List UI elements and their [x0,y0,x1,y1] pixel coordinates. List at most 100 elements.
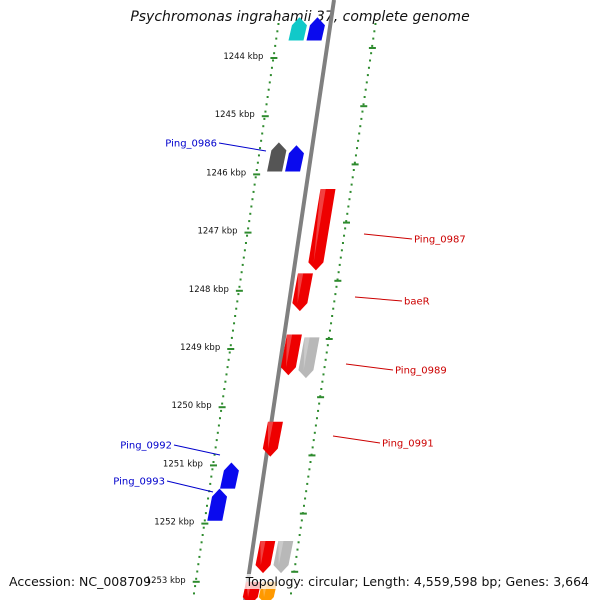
scale-dot [336,278,339,281]
tick-label: 1253 kbp [146,576,186,586]
scale-dot [344,227,347,230]
tick-label: 1246 kbp [206,168,246,178]
scale-dot [369,59,372,62]
gene-g-0993[interactable] [207,488,228,521]
scale-dot [230,336,233,339]
gene-leader-line [345,363,394,371]
gene-arrow-shade [278,541,284,566]
gene-g-dark-0985[interactable] [267,142,287,172]
accession-label: Accession: NC_008709 [9,574,152,589]
scale-dot [338,263,341,266]
scale-dot [318,402,321,405]
scale-dot [337,271,340,274]
gene-g-0988[interactable] [280,334,302,376]
gene-arrow-body [262,421,283,457]
scale-dot [276,30,279,33]
tick-label: 1251 kbp [163,459,203,469]
scale-dot [370,52,373,55]
scale-dot [335,285,338,288]
scale-dot [263,117,266,120]
scale-dot [238,285,241,288]
gene-g-0989[interactable] [298,337,320,379]
scale-dot [314,424,317,427]
scale-dot [307,475,310,478]
gene-label[interactable]: baeR [404,297,430,308]
scale-dot [306,482,309,485]
tick-label: 1250 kbp [172,401,212,411]
gene-label[interactable]: Ping_0986 [165,139,217,150]
backbone-line [243,0,336,600]
scale-dot [315,417,318,420]
gene-arrow-body [220,462,239,489]
scale-dot [265,103,268,106]
gene-arrow-shade [267,421,274,449]
scale-dot [363,96,366,98]
scale-dot [210,475,213,478]
scale-dot [215,439,218,442]
scale-dot [372,37,375,40]
gene-label[interactable]: Ping_0991 [382,439,434,450]
tick-label: 1248 kbp [189,285,229,295]
scale-dot [322,373,325,376]
gene-g-0987[interactable] [308,188,336,271]
scale-dot [313,431,316,434]
scale-dot [224,380,227,383]
scale-dot [367,66,370,69]
scale-dot [347,205,350,208]
scale-dot [325,351,328,354]
scale-dot [257,154,260,157]
scale-dot [317,409,320,412]
scale-dot [321,380,324,383]
scale-dot [270,66,273,69]
gene-label[interactable]: Ping_0992 [120,441,172,452]
scale-dot [371,44,374,47]
scale-dot [353,161,356,164]
gene-g-cyan-top[interactable] [288,17,308,41]
scale-dot [373,30,376,33]
scale-dot [253,183,256,186]
scale-dot [228,351,231,354]
gene-g-baeR[interactable] [292,273,313,312]
scale-dot [192,592,195,595]
gene-arrow-body [285,145,304,172]
scale-dot [220,409,223,412]
scale-dot [212,461,215,463]
gene-g-0986[interactable] [285,145,305,172]
gene-g-0992[interactable] [220,462,240,489]
scale-dot [239,278,242,281]
scale-dot [268,81,271,84]
genome-summary: Topology: circular; Length: 4,559,598 bp… [243,574,591,589]
gene-arrow-shade [260,541,266,566]
scale-dot [216,431,219,434]
scale-dot [341,242,344,244]
scale-dot [345,220,348,223]
scale-dot [254,176,257,179]
tick-label: 1245 kbp [215,110,255,120]
gene-arrow-body [306,17,325,41]
scale-dot [259,147,262,150]
scale-dot [226,366,229,369]
scale-dot [225,373,228,376]
gene-g-blue-top[interactable] [306,17,326,41]
scale-dot [297,541,300,544]
scale-dot [359,125,362,128]
scale-dot [205,504,208,507]
gene-g-bottom-grey[interactable] [273,541,294,574]
scale-dot [331,315,334,317]
scale-dot [202,526,205,529]
gene-label[interactable]: Ping_0989 [395,366,447,377]
gene-label[interactable]: Ping_0987 [414,235,466,246]
gene-g-0991[interactable] [262,421,283,457]
gene-arrow-body [255,541,276,574]
scale-dot [198,555,201,558]
scale-dot [262,125,265,128]
scale-dot [294,563,297,566]
scale-dot [366,74,369,77]
gene-label[interactable]: Ping_0993 [113,477,165,488]
scale-dot [299,526,302,529]
scale-dot [248,220,251,223]
gene-g-bottom-red[interactable] [255,541,276,574]
scale-dot [207,497,210,500]
scale-dot [374,23,377,25]
